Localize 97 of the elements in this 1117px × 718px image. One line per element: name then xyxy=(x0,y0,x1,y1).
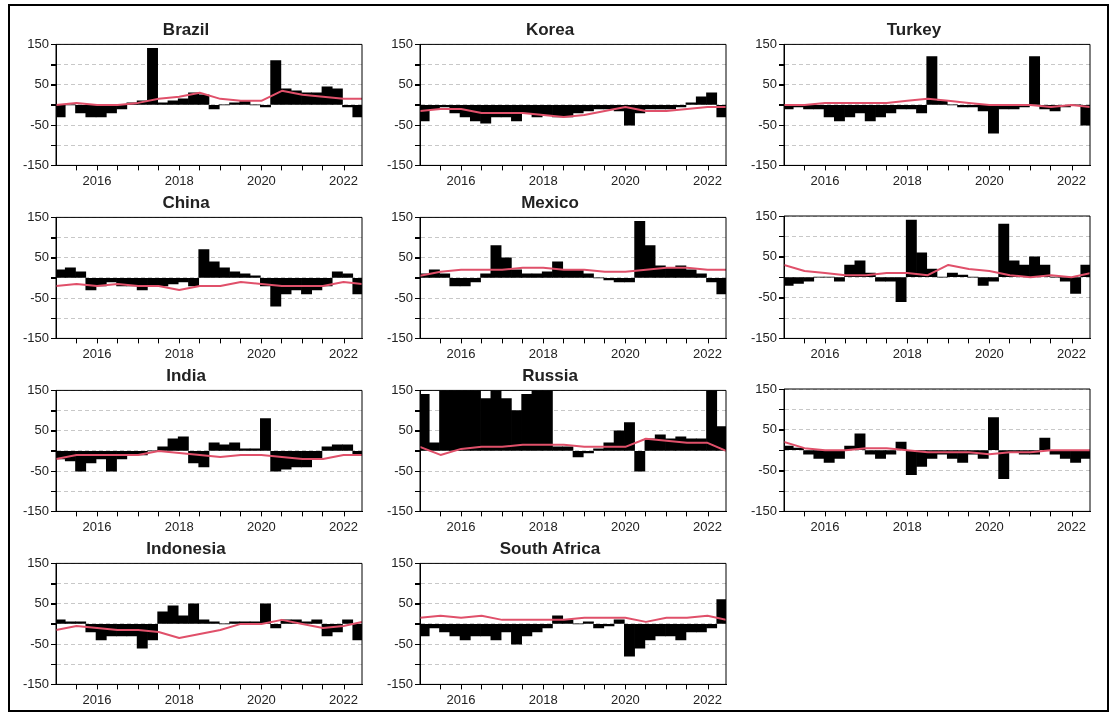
y-tick-label: -50 xyxy=(30,116,49,132)
y-tick-label: -50 xyxy=(758,289,777,305)
x-tick-label: 2018 xyxy=(164,518,194,534)
x-tick-label: 2016 xyxy=(810,345,840,361)
x-tick-label: 2018 xyxy=(164,691,194,707)
y-tick-label: -150 xyxy=(22,675,49,691)
x-tick-label: 2016 xyxy=(82,172,112,188)
y-tick-label: -150 xyxy=(386,675,413,691)
x-tick-label: 2016 xyxy=(446,345,476,361)
y-tick-label: -150 xyxy=(22,329,49,345)
y-tick-label: 150 xyxy=(27,35,49,51)
chart-title: India xyxy=(166,365,207,385)
y-tick-label: 150 xyxy=(391,381,413,397)
x-tick-label: 2022 xyxy=(329,518,358,534)
y-tick-label: 150 xyxy=(391,554,413,570)
x-tick-label: 2016 xyxy=(82,345,112,361)
y-tick-label: 50 xyxy=(34,595,49,611)
x-tick-label: 2016 xyxy=(810,518,840,534)
chart-title: Korea xyxy=(525,19,575,39)
chart-title: South Africa xyxy=(499,538,601,558)
y-tick-label: 50 xyxy=(398,249,413,265)
x-tick-label: 2016 xyxy=(446,172,476,188)
y-tick-label: 150 xyxy=(391,35,413,51)
x-tick-label: 2022 xyxy=(1057,518,1086,534)
x-tick-label: 2022 xyxy=(693,691,722,707)
x-tick-label: 2020 xyxy=(246,518,276,534)
chart-title: Turkey xyxy=(886,19,942,39)
y-tick-label: -50 xyxy=(30,289,49,305)
x-tick-label: 2016 xyxy=(82,518,112,534)
chart-title: Indonesia xyxy=(146,538,227,558)
x-tick-label: 2018 xyxy=(892,518,922,534)
y-tick-label: -50 xyxy=(394,116,413,132)
x-tick-label: 2018 xyxy=(892,345,922,361)
x-tick-label: 2020 xyxy=(246,345,276,361)
y-tick-label: -50 xyxy=(758,116,777,132)
y-tick-label: -150 xyxy=(750,156,777,172)
x-tick-label: 2020 xyxy=(610,518,640,534)
chart-title: Russia xyxy=(522,365,579,385)
chart-title: China xyxy=(162,192,211,212)
x-tick-label: 2022 xyxy=(1057,345,1086,361)
y-tick-label: -150 xyxy=(386,502,413,518)
x-tick-label: 2020 xyxy=(246,691,276,707)
y-tick-label: -50 xyxy=(394,462,413,478)
y-tick-label: -150 xyxy=(386,329,413,345)
x-tick-label: 2020 xyxy=(610,345,640,361)
y-tick-label: -50 xyxy=(758,462,777,478)
y-tick-label: -150 xyxy=(386,156,413,172)
x-tick-label: 2020 xyxy=(974,345,1004,361)
y-tick-label: -50 xyxy=(30,462,49,478)
y-tick-label: 150 xyxy=(755,380,777,396)
y-tick-label: 150 xyxy=(755,35,777,51)
y-tick-label: -50 xyxy=(394,289,413,305)
y-tick-label: 150 xyxy=(27,208,49,224)
x-tick-label: 2016 xyxy=(82,691,112,707)
y-tick-label: -150 xyxy=(22,502,49,518)
x-tick-label: 2016 xyxy=(810,172,840,188)
y-tick-label: 150 xyxy=(27,554,49,570)
y-tick-label: 50 xyxy=(34,76,49,92)
y-tick-label: -50 xyxy=(30,635,49,651)
chart-title: Mexico xyxy=(521,192,579,212)
y-tick-label: 50 xyxy=(34,422,49,438)
y-tick-label: 50 xyxy=(762,76,777,92)
y-tick-label: 150 xyxy=(27,381,49,397)
x-tick-label: 2020 xyxy=(974,172,1004,188)
x-tick-label: 2018 xyxy=(528,172,558,188)
x-tick-label: 2018 xyxy=(892,172,922,188)
x-tick-label: 2016 xyxy=(446,691,476,707)
y-tick-label: 50 xyxy=(398,595,413,611)
y-tick-label: -150 xyxy=(750,502,777,518)
x-tick-label: 2022 xyxy=(693,172,722,188)
x-tick-label: 2022 xyxy=(1057,172,1086,188)
x-tick-label: 2022 xyxy=(329,172,358,188)
y-tick-label: 50 xyxy=(762,421,777,437)
x-tick-label: 2018 xyxy=(528,345,558,361)
x-tick-label: 2020 xyxy=(246,172,276,188)
x-tick-label: 2022 xyxy=(693,518,722,534)
x-tick-label: 2016 xyxy=(446,518,476,534)
x-tick-label: 2018 xyxy=(528,691,558,707)
x-tick-label: 2022 xyxy=(329,691,358,707)
x-tick-label: 2020 xyxy=(974,518,1004,534)
y-tick-label: -50 xyxy=(394,635,413,651)
y-tick-label: 50 xyxy=(398,422,413,438)
x-tick-label: 2020 xyxy=(610,172,640,188)
y-tick-label: 50 xyxy=(398,76,413,92)
y-tick-label: 150 xyxy=(755,207,777,223)
y-tick-label: 50 xyxy=(762,248,777,264)
y-tick-label: -150 xyxy=(750,329,777,345)
x-tick-label: 2018 xyxy=(528,518,558,534)
x-tick-label: 2022 xyxy=(329,345,358,361)
y-tick-label: -150 xyxy=(22,156,49,172)
x-tick-label: 2018 xyxy=(164,345,194,361)
y-tick-label: 50 xyxy=(34,249,49,265)
x-tick-label: 2022 xyxy=(693,345,722,361)
x-tick-label: 2018 xyxy=(164,172,194,188)
y-tick-label: 150 xyxy=(391,208,413,224)
x-tick-label: 2020 xyxy=(610,691,640,707)
chart-title: Brazil xyxy=(162,19,210,39)
